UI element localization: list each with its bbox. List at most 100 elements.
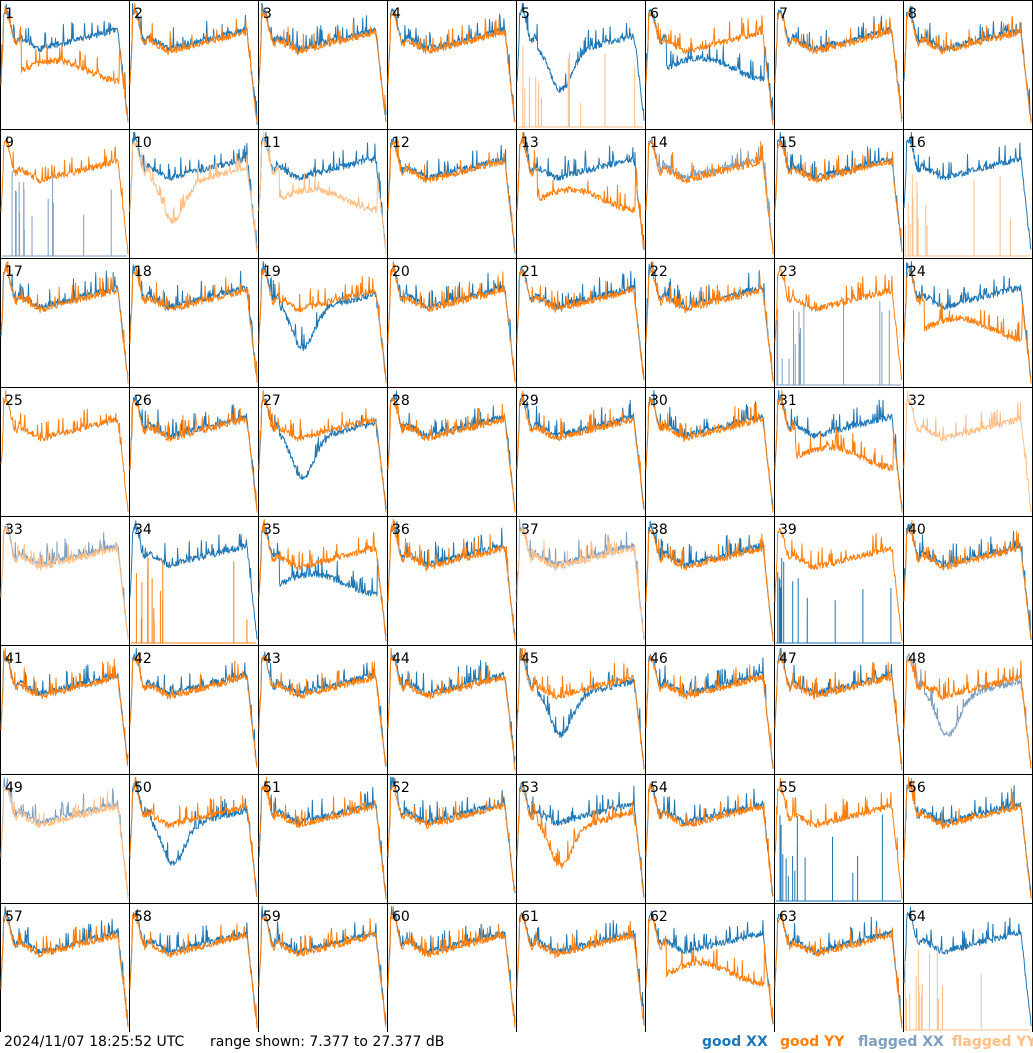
panel-frame bbox=[516, 516, 646, 646]
panel-frame bbox=[645, 258, 775, 388]
panel-label: 51 bbox=[263, 780, 281, 796]
panel-31: 31 bbox=[774, 387, 904, 517]
panel-24: 24 bbox=[903, 258, 1033, 388]
panel-frame bbox=[387, 774, 517, 904]
panel-47: 47 bbox=[774, 645, 904, 775]
panel-label: 48 bbox=[908, 651, 926, 667]
series-yy-panel-51 bbox=[258, 777, 387, 900]
panel-6: 6 bbox=[645, 0, 775, 130]
series-yy-panel-40 bbox=[903, 520, 1032, 639]
series-yy-panel-60 bbox=[387, 906, 516, 1028]
panel-57: 57 bbox=[0, 903, 130, 1032]
panel-frame bbox=[387, 516, 517, 646]
panel-label: 8 bbox=[908, 6, 917, 22]
series-yy-panel-4 bbox=[387, 11, 516, 123]
series-yy-panel-28 bbox=[387, 397, 516, 513]
series-yy-panel-63 bbox=[774, 911, 903, 1029]
panel-16: 16 bbox=[903, 129, 1033, 259]
series-yy-panel-45 bbox=[516, 648, 645, 770]
panel-frame bbox=[645, 0, 775, 130]
series-yy-panel-27 bbox=[258, 390, 387, 513]
series-xx-panel-39 bbox=[776, 557, 901, 644]
panel-61: 61 bbox=[516, 903, 646, 1032]
panel-label: 32 bbox=[908, 393, 926, 409]
panel-label: 39 bbox=[779, 522, 797, 538]
panel-label: 10 bbox=[134, 135, 152, 151]
panel-label: 29 bbox=[521, 393, 539, 409]
panel-label: 45 bbox=[521, 651, 539, 667]
panel-label: 44 bbox=[392, 651, 410, 667]
panel-64: 64 bbox=[903, 903, 1033, 1032]
series-xx-panel-38 bbox=[645, 520, 774, 636]
panel-32: 32 bbox=[903, 387, 1033, 517]
panel-label: 59 bbox=[263, 909, 281, 925]
series-yy-panel-34 bbox=[131, 557, 256, 644]
panel-frame bbox=[258, 903, 388, 1032]
panel-label: 26 bbox=[134, 393, 152, 409]
series-yy-panel-48 bbox=[903, 657, 1032, 769]
panel-37: 37 bbox=[516, 516, 646, 646]
panel-43: 43 bbox=[258, 645, 388, 775]
series-yy-panel-42 bbox=[129, 651, 258, 768]
panel-label: 4 bbox=[392, 6, 401, 22]
series-yy-panel-50 bbox=[129, 777, 258, 898]
panel-17: 17 bbox=[0, 258, 130, 388]
panel-46: 46 bbox=[645, 645, 775, 775]
panel-label: 58 bbox=[134, 909, 152, 925]
panel-label: 11 bbox=[263, 135, 281, 151]
panel-label: 42 bbox=[134, 651, 152, 667]
series-xx-panel-48 bbox=[903, 653, 1032, 765]
panel-label: 6 bbox=[650, 6, 659, 22]
panel-51: 51 bbox=[258, 774, 388, 904]
panel-label: 28 bbox=[392, 393, 410, 409]
panel-2: 2 bbox=[129, 0, 259, 130]
panel-label: 22 bbox=[650, 264, 668, 280]
series-yy-panel-14 bbox=[645, 140, 774, 255]
panel-63: 63 bbox=[774, 903, 904, 1032]
panel-label: 63 bbox=[779, 909, 797, 925]
panel-label: 52 bbox=[392, 780, 410, 796]
panel-label: 14 bbox=[650, 135, 668, 151]
series-yy-panel-49 bbox=[0, 787, 129, 900]
panel-11: 11 bbox=[258, 129, 388, 259]
panel-20: 20 bbox=[387, 258, 517, 388]
series-yy-panel-16 bbox=[904, 174, 1030, 257]
panel-frame bbox=[645, 903, 775, 1032]
series-yy-panel-23 bbox=[774, 265, 903, 381]
panel-frame bbox=[516, 903, 646, 1032]
panel-59: 59 bbox=[258, 903, 388, 1032]
series-yy-panel-30 bbox=[645, 397, 774, 513]
series-xx-panel-45 bbox=[516, 648, 645, 769]
panel-label: 16 bbox=[908, 135, 926, 151]
series-xx-panel-35 bbox=[258, 521, 387, 637]
panel-26: 26 bbox=[129, 387, 259, 517]
panel-36: 36 bbox=[387, 516, 517, 646]
panel-19: 19 bbox=[258, 258, 388, 388]
panel-40: 40 bbox=[903, 516, 1033, 646]
panel-label: 35 bbox=[263, 522, 281, 538]
series-yy-panel-26 bbox=[129, 399, 258, 513]
panel-frame bbox=[645, 645, 775, 775]
panel-label: 13 bbox=[521, 135, 539, 151]
panel-frame bbox=[645, 516, 775, 646]
panel-7: 7 bbox=[774, 0, 904, 130]
panel-frame bbox=[774, 0, 904, 130]
panel-frame bbox=[387, 258, 517, 388]
panel-label: 31 bbox=[779, 393, 797, 409]
series-yy-panel-32 bbox=[903, 390, 1032, 513]
series-yy-panel-54 bbox=[645, 784, 774, 897]
panel-label: 20 bbox=[392, 264, 410, 280]
panel-62: 62 bbox=[645, 903, 775, 1032]
panel-label: 57 bbox=[5, 909, 23, 925]
series-yy-panel-39 bbox=[774, 527, 903, 642]
panel-9: 9 bbox=[0, 129, 130, 259]
series-yy-panel-43 bbox=[258, 655, 387, 767]
panel-label: 23 bbox=[779, 264, 797, 280]
panel-label: 15 bbox=[779, 135, 797, 151]
panel-50: 50 bbox=[129, 774, 259, 904]
panel-34: 34 bbox=[129, 516, 259, 646]
panel-frame bbox=[774, 516, 904, 646]
panel-21: 21 bbox=[516, 258, 646, 388]
panel-frame bbox=[903, 258, 1033, 388]
series-xx-panel-55 bbox=[776, 814, 901, 902]
